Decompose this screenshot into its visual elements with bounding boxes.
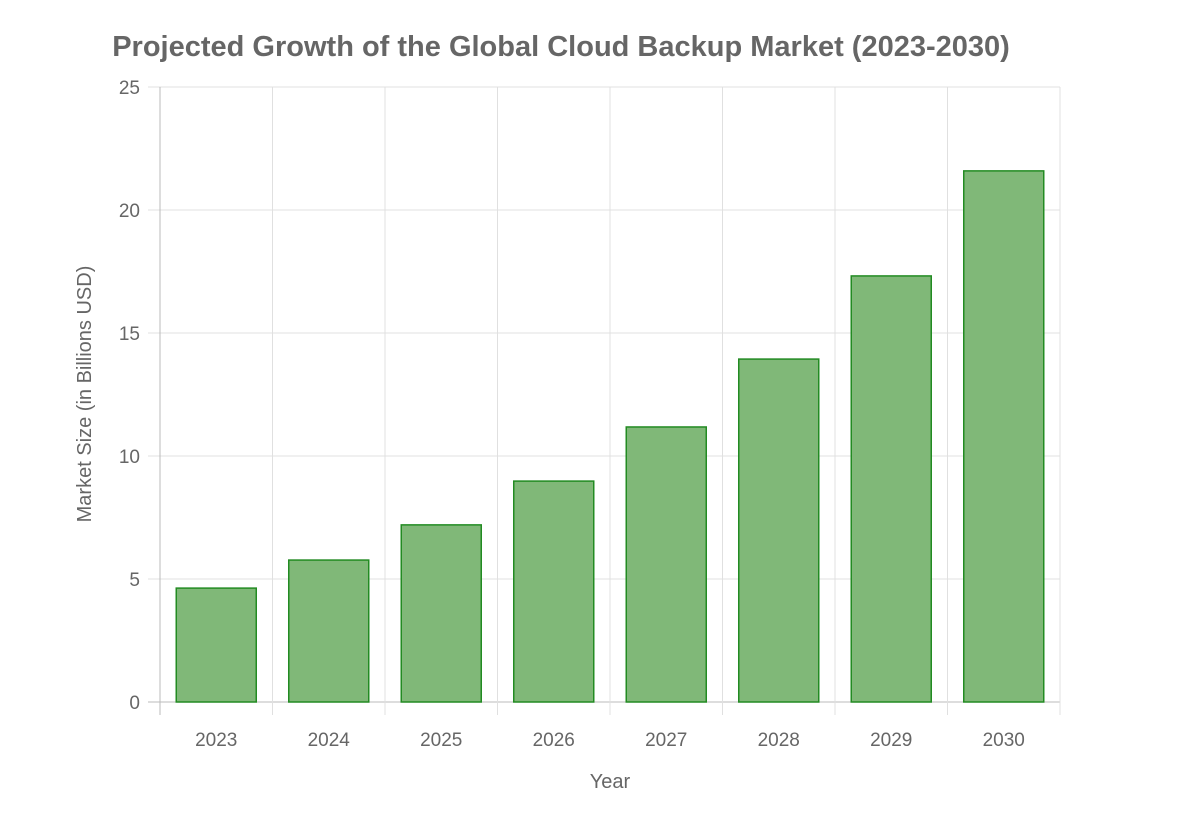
x-axis-ticks: 2023 2024 2025 2026 2027 2028 2029 2030 bbox=[195, 730, 1025, 751]
y-tick-label: 0 bbox=[129, 693, 140, 714]
y-tick-label: 25 bbox=[119, 78, 140, 99]
x-tick-label: 2029 bbox=[870, 730, 912, 751]
x-tick-label: 2023 bbox=[195, 730, 237, 751]
y-axis-label: Market Size (in Billions USD) bbox=[74, 266, 96, 523]
y-tick-label: 5 bbox=[129, 570, 140, 591]
y-tick-label: 15 bbox=[119, 324, 140, 345]
bar-2028 bbox=[738, 358, 820, 703]
bar-2025 bbox=[400, 524, 482, 703]
x-tick-label: 2024 bbox=[308, 730, 351, 751]
x-tick-label: 2028 bbox=[758, 730, 800, 751]
y-tick-label: 10 bbox=[119, 447, 140, 468]
bar-2030 bbox=[963, 170, 1045, 703]
x-axis-label: Year bbox=[590, 771, 631, 793]
bar-2024 bbox=[288, 559, 370, 703]
x-tick-label: 2025 bbox=[420, 730, 462, 751]
y-axis-ticks: 0 5 10 15 20 25 bbox=[119, 78, 140, 714]
gridlines bbox=[148, 86, 1061, 715]
bars bbox=[175, 170, 1045, 703]
x-tick-label: 2027 bbox=[645, 730, 687, 751]
bar-2026 bbox=[513, 480, 595, 703]
bar-2029 bbox=[850, 275, 932, 703]
chart-title: Projected Growth of the Global Cloud Bac… bbox=[112, 31, 1010, 63]
y-tick-label: 20 bbox=[119, 201, 140, 222]
x-tick-label: 2026 bbox=[533, 730, 575, 751]
bar-2023 bbox=[175, 587, 257, 703]
bar-2027 bbox=[625, 426, 707, 703]
x-tick-label: 2030 bbox=[983, 730, 1025, 751]
